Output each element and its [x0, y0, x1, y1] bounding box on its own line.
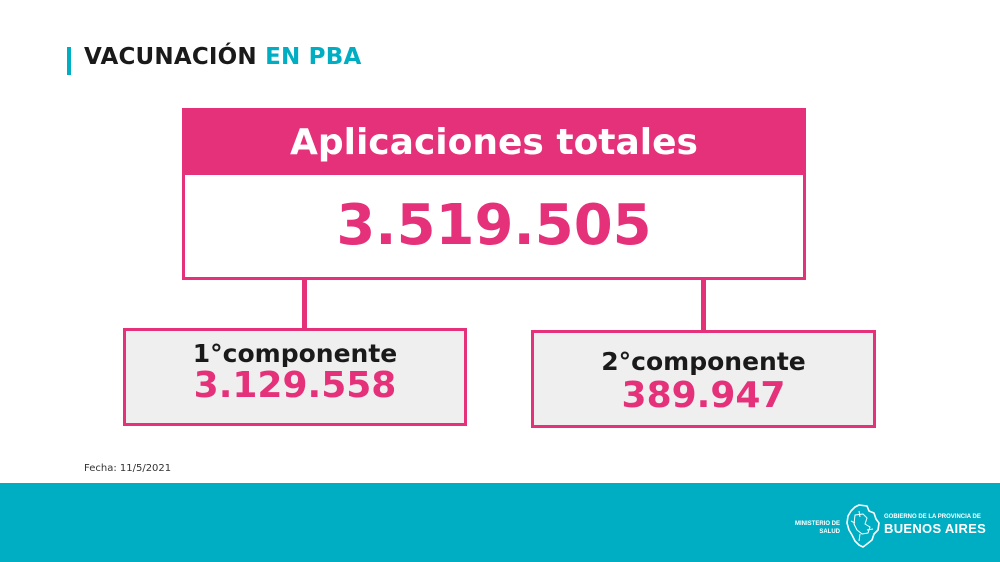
- second-component-box: 2°componente 389.947: [531, 330, 876, 428]
- connector-line-right: [701, 280, 706, 330]
- first-component-box: 1°componente 3.129.558: [123, 328, 467, 426]
- second-component-label: 2°componente: [601, 347, 806, 376]
- footer-bar: MINISTERIO DE SALUD GOBIERNO DE LA PROVI…: [0, 483, 1000, 562]
- ministry-logo-text: MINISTERIO DE SALUD: [780, 520, 840, 536]
- page-title: VACUNACIÓN EN PBA: [84, 44, 361, 70]
- page-title-main: VACUNACIÓN: [84, 44, 257, 70]
- title-accent-bar: [67, 47, 71, 75]
- total-applications-label: Aplicaciones totales: [185, 111, 803, 175]
- connector-line-left: [302, 280, 307, 330]
- first-component-label: 1°componente: [192, 339, 398, 368]
- ministry-line-2: SALUD: [819, 529, 840, 535]
- buenos-aires-province-map-icon: [846, 504, 880, 548]
- total-applications-box: Aplicaciones totales 3.519.505: [182, 108, 806, 280]
- second-component-value: 389.947: [621, 375, 786, 416]
- ministry-line-1: MINISTERIO DE: [794, 521, 840, 527]
- government-logo-text: GOBIERNO DE LA PROVINCIA DE BUENOS AIRES: [884, 513, 986, 536]
- first-component-value: 3.129.558: [193, 365, 397, 406]
- total-applications-value: 3.519.505: [336, 193, 652, 258]
- government-line-1: GOBIERNO DE LA PROVINCIA DE: [884, 514, 981, 520]
- date-label: Fecha: 11/5/2021: [84, 463, 172, 474]
- government-line-2: BUENOS AIRES: [884, 521, 987, 536]
- page-title-accent: EN PBA: [265, 44, 362, 70]
